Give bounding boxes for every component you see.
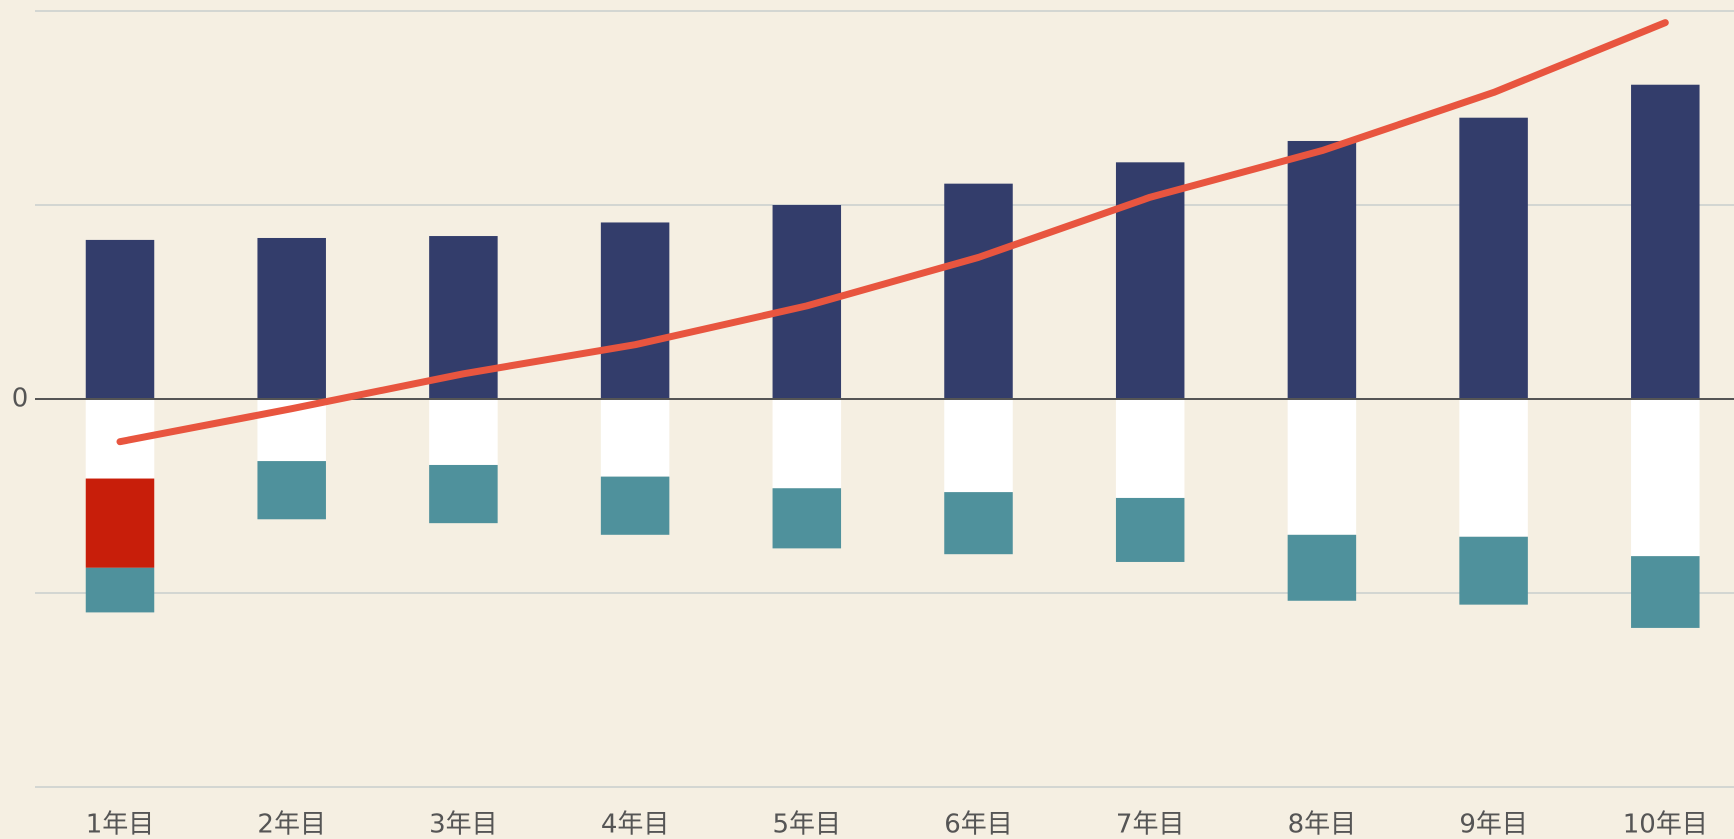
bar-segment [429, 464, 498, 524]
bar-segment [1459, 117, 1528, 399]
x-tick-label: 9年目 [1459, 810, 1528, 839]
x-tick-label: 8年目 [1288, 810, 1357, 839]
bar-segment [1287, 399, 1357, 535]
bar-segment [429, 399, 498, 465]
bar-segment [600, 399, 670, 477]
x-tick-label: 5年目 [773, 810, 842, 839]
bar-segment [1287, 534, 1357, 601]
bar-segment [600, 222, 670, 399]
bar-segment [1115, 497, 1185, 562]
bar-segment [1631, 84, 1700, 399]
y-tick-label: 0 [12, 384, 29, 414]
bar-segment [85, 478, 155, 568]
bar-segment [1115, 399, 1185, 498]
bar-segment [1631, 399, 1700, 557]
x-tick-label: 3年目 [429, 810, 498, 839]
bar-segment [1631, 556, 1700, 628]
bar-segment [1459, 536, 1528, 605]
line [116, 19, 1669, 446]
bar-segment [944, 183, 1013, 399]
bar-segment [1459, 399, 1528, 537]
x-tick-label: 1年目 [86, 810, 155, 839]
bar-segment [1287, 140, 1357, 400]
bar-segment [944, 399, 1013, 493]
x-tick-label: 2年目 [257, 810, 326, 839]
bar-segment [257, 461, 326, 520]
x-tick-label: 4年目 [601, 810, 670, 839]
x-tick-label: 10年目 [1623, 810, 1708, 839]
bar-segment [772, 488, 842, 549]
x-tick-label: 7年目 [1116, 810, 1185, 839]
bar-segment [944, 492, 1013, 555]
bar-segment [772, 399, 842, 489]
bar-segment [85, 567, 155, 613]
bar-segment [600, 476, 670, 535]
x-tick-label: 6年目 [944, 810, 1013, 839]
bar-segment [257, 237, 326, 399]
bar-segment [85, 239, 155, 399]
